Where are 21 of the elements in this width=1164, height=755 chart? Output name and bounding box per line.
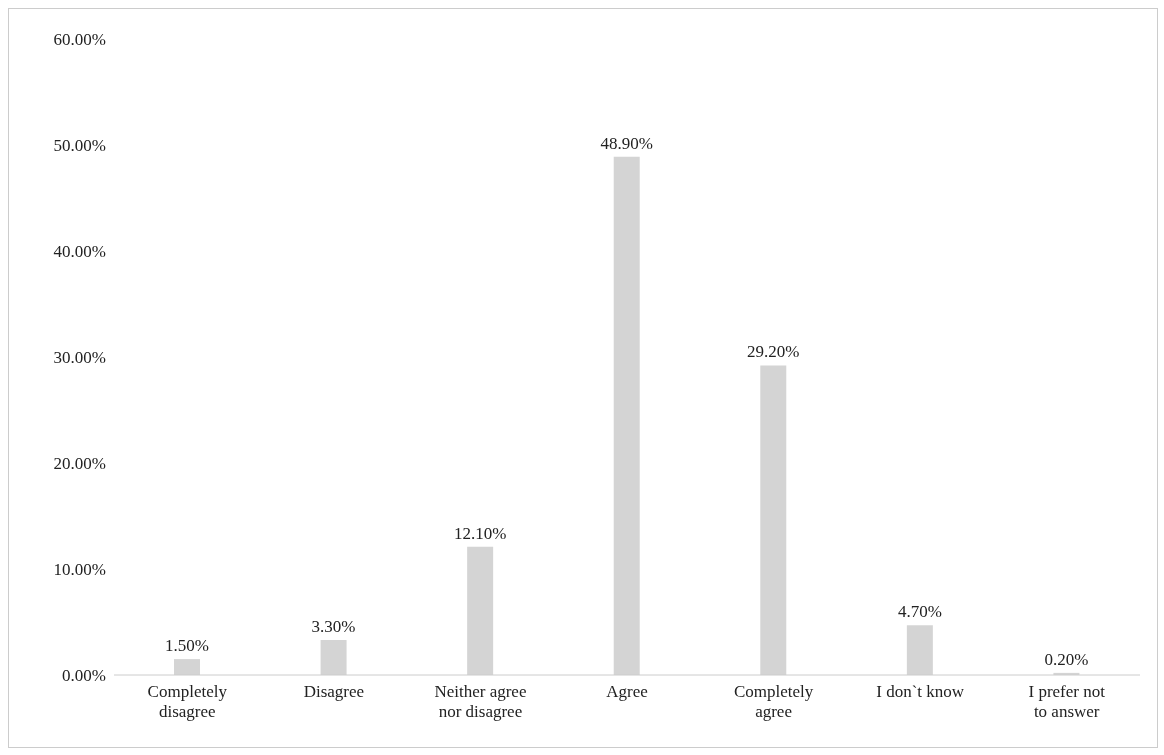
y-tick-label: 10.00% (53, 560, 106, 580)
data-label: 48.90% (600, 133, 653, 153)
x-tick-label: Neither agree nor disagree (434, 682, 527, 721)
y-tick-label: 50.00% (53, 136, 106, 156)
x-tick-label: Completely agree (733, 682, 814, 721)
data-label: 0.20% (1044, 649, 1089, 669)
y-tick-label: 0.00% (62, 666, 106, 686)
y-tick-label: 20.00% (53, 454, 106, 474)
x-tick-label: Completely disagree (147, 682, 228, 721)
data-label: 1.50% (165, 636, 209, 656)
x-tick-label: I don`t know (876, 682, 965, 701)
data-label: 4.70% (897, 602, 942, 622)
data-label: 29.20% (747, 342, 800, 362)
data-label: 3.30% (311, 617, 356, 637)
x-tick-label: Agree (606, 682, 648, 701)
x-tick-label: I prefer not to answer (1028, 682, 1106, 721)
x-tick-label: Disagree (303, 682, 365, 701)
y-tick-label: 60.00% (53, 30, 106, 50)
y-tick-label: 30.00% (53, 348, 106, 368)
y-tick-label: 40.00% (53, 242, 106, 262)
data-label: 12.10% (453, 523, 507, 543)
